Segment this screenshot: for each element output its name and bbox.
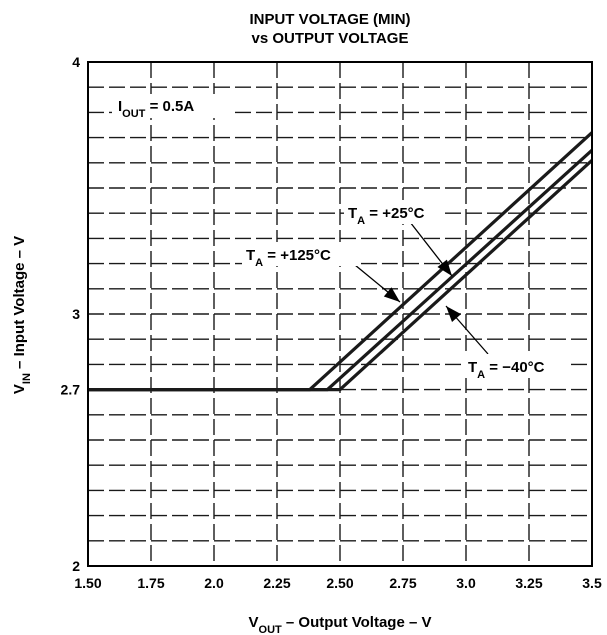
x-tick-label: 2.75 xyxy=(389,575,416,591)
series-line-1 xyxy=(88,149,594,392)
grid xyxy=(88,62,592,566)
x-tick-label: 1.50 xyxy=(74,575,101,591)
annotation-label-background xyxy=(464,354,570,378)
x-tick-label: 3.25 xyxy=(515,575,542,591)
y-tick-label: 4 xyxy=(72,54,80,70)
annotation-arrow-head-0 xyxy=(437,259,452,276)
x-tick-label: 2.50 xyxy=(326,575,353,591)
annotation-labels: IOUT = 0.5A TA = +25°C TA = +125°C TA = −40… xyxy=(112,94,570,381)
annotation-arrows xyxy=(354,221,489,355)
x-tick-label: 3.0 xyxy=(456,575,476,591)
series-lines xyxy=(88,131,594,392)
y-axis-label: VIN – Input Voltage – V xyxy=(11,236,33,394)
annotation-label-background xyxy=(344,200,444,224)
y-tick-labels: 2 2.7 3 4 xyxy=(61,54,81,574)
chart-title-line-1: INPUT VOLTAGE (MIN) xyxy=(249,11,410,28)
annotation-label-background xyxy=(112,94,232,118)
x-tick-label: 2.0 xyxy=(204,575,224,591)
annotation-arrow-head-2 xyxy=(446,306,462,322)
x-tick-labels: 1.50 1.75 2.0 2.25 2.50 2.75 3.0 3.25 3.5 xyxy=(74,575,602,591)
annotation-label-3: TA = −40°C xyxy=(468,359,545,381)
chart-title-line-2: vs OUTPUT VOLTAGE xyxy=(252,30,409,47)
x-axis-label: VOUT – Output Voltage – V xyxy=(249,614,432,635)
plot-frame xyxy=(87,61,593,567)
x-tick-label: 3.5 xyxy=(582,575,602,591)
annotation-label-background xyxy=(242,242,360,266)
y-tick-label: 2.7 xyxy=(61,382,81,398)
annotation-label-0: IOUT = 0.5A xyxy=(118,98,194,120)
y-tick-label: 3 xyxy=(72,306,80,322)
x-tick-label: 1.75 xyxy=(137,575,164,591)
annotation-arrow-head-1 xyxy=(383,287,400,302)
annotation-label-2: TA = +125°C xyxy=(246,247,331,269)
annotation-label-1: TA = +25°C xyxy=(348,205,425,227)
y-tick-label: 2 xyxy=(72,558,80,574)
x-tick-label: 2.25 xyxy=(263,575,290,591)
series-line-2 xyxy=(88,159,594,392)
